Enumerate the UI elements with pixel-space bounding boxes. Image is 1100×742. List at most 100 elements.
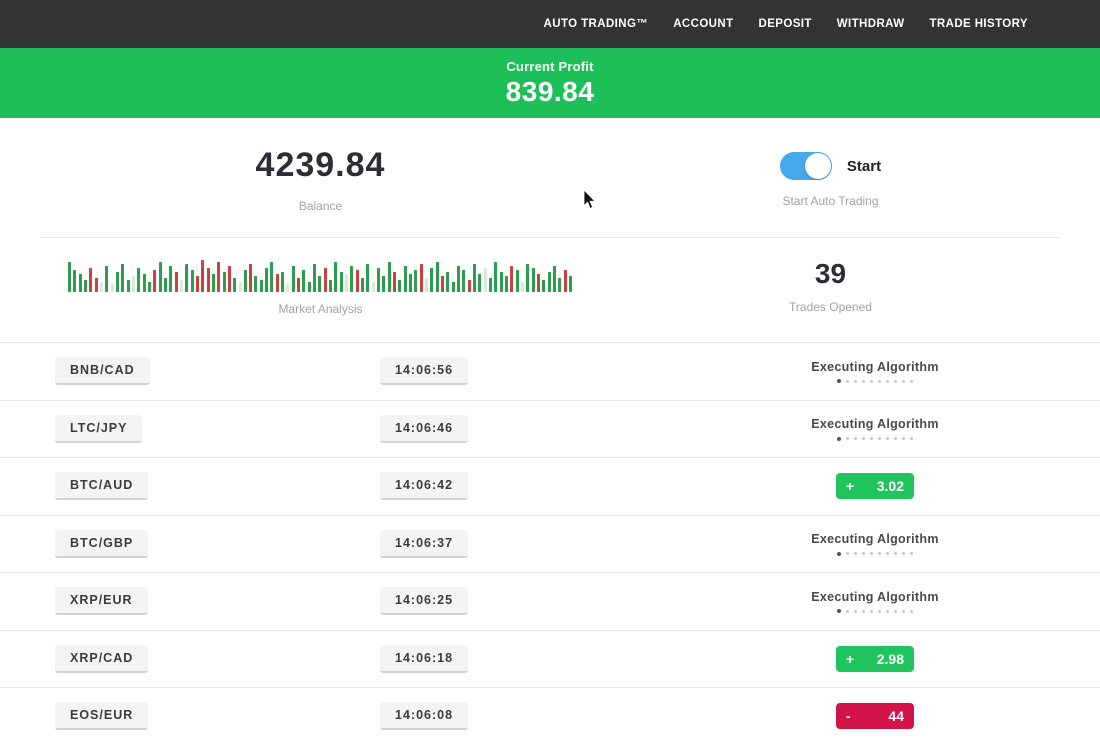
market-bar	[510, 266, 514, 292]
progress-dot	[902, 437, 905, 440]
time-chip[interactable]: 14:06:18	[380, 644, 469, 673]
trade-row: XRP/CAD 14:06:18 +2.98	[0, 631, 1100, 688]
market-bar	[115, 272, 119, 292]
market-bar	[105, 266, 109, 292]
market-bar	[558, 278, 562, 292]
market-bar	[387, 262, 391, 292]
market-bar	[190, 270, 194, 292]
market-bar	[195, 276, 199, 292]
progress-dot	[862, 609, 865, 613]
progress-dot	[870, 379, 873, 383]
market-bar	[99, 282, 103, 292]
time-chip[interactable]: 14:06:08	[380, 702, 469, 731]
market-bar	[174, 272, 178, 292]
trade-row: XRP/EUR 14:06:25 Executing Algorithm	[0, 573, 1100, 631]
market-bar	[265, 268, 269, 292]
top-nav: AUTO TRADING™ ACCOUNT DEPOSIT WITHDRAW TRADE…	[0, 0, 1100, 48]
progress-dot	[862, 379, 865, 383]
result-sign: -	[846, 708, 851, 725]
market-bar	[563, 270, 567, 292]
market-bar	[254, 276, 258, 292]
market-bar	[163, 278, 167, 292]
market-analysis-chart	[68, 256, 573, 292]
progress-dot	[894, 552, 897, 555]
progress-dot	[910, 552, 913, 555]
trades-list: BNB/CAD 14:06:56 Executing Algorithm LTC/JP…	[0, 342, 1100, 742]
market-bar	[504, 276, 508, 292]
market-bar	[531, 268, 535, 292]
nav-item-account[interactable]: ACCOUNT	[673, 18, 734, 30]
market-bar	[78, 274, 82, 292]
progress-dots	[811, 609, 938, 613]
market-bar	[259, 280, 263, 292]
progress-dot	[846, 379, 849, 383]
time-chip[interactable]: 14:06:42	[380, 472, 469, 501]
market-bar	[499, 272, 503, 292]
executing-status: Executing Algorithm	[811, 532, 938, 556]
progress-dot	[902, 609, 905, 613]
pair-chip[interactable]: LTC/JPY	[55, 414, 143, 443]
progress-dot	[910, 437, 913, 440]
pair-chip[interactable]: BTC/AUD	[55, 472, 149, 501]
result-value: 3.02	[876, 478, 904, 495]
market-bar	[424, 278, 428, 292]
market-bar	[478, 274, 482, 292]
pair-chip[interactable]: EOS/EUR	[55, 702, 149, 731]
market-bar	[323, 268, 327, 292]
market-bar	[520, 282, 524, 292]
time-chip[interactable]: 14:06:25	[380, 587, 469, 616]
result-sign: +	[846, 650, 855, 667]
market-bar	[345, 274, 349, 292]
profit-badge: +3.02	[836, 473, 914, 500]
current-profit-banner: Current Profit 839.84	[0, 48, 1100, 118]
pair-chip[interactable]: BNB/CAD	[55, 357, 150, 386]
market-bar	[147, 282, 151, 292]
market-bar	[142, 274, 146, 292]
market-bar	[318, 276, 322, 292]
market-analysis-label: Market Analysis	[278, 302, 363, 316]
market-bar	[568, 276, 572, 292]
progress-dot	[854, 379, 857, 383]
market-bar	[307, 282, 311, 292]
market-bar	[456, 266, 460, 292]
pair-chip[interactable]: XRP/EUR	[55, 587, 148, 616]
time-chip[interactable]: 14:06:56	[380, 357, 469, 386]
market-bar	[355, 270, 359, 292]
progress-dot	[862, 437, 865, 440]
market-bar	[361, 278, 365, 292]
market-bar	[446, 272, 450, 292]
market-bar	[169, 266, 173, 292]
market-bar	[313, 264, 317, 292]
market-bar	[472, 264, 476, 292]
market-bar	[286, 284, 290, 292]
pair-chip[interactable]: BTC/GBP	[55, 529, 149, 558]
executing-label: Executing Algorithm	[811, 532, 939, 546]
market-bar	[542, 280, 546, 292]
trades-opened-value: 39	[814, 258, 847, 289]
pair-chip[interactable]: XRP/CAD	[55, 644, 149, 673]
trade-row: EOS/EUR 14:06:08 - 44	[0, 688, 1100, 742]
market-bar	[217, 262, 221, 292]
time-chip[interactable]: 14:06:37	[380, 529, 469, 558]
time-chip[interactable]: 14:06:46	[380, 414, 469, 443]
market-bar	[467, 280, 471, 292]
market-bar	[201, 260, 205, 292]
nav-item-auto-trading[interactable]: AUTO TRADING™	[543, 18, 649, 30]
auto-trading-toggle[interactable]	[779, 152, 832, 180]
nav-item-withdraw[interactable]: WITHDRAW	[836, 18, 905, 30]
market-bar	[339, 272, 343, 292]
balance-block: 4239.84 Balance	[40, 146, 601, 237]
market-bar	[68, 262, 71, 292]
progress-dot	[886, 609, 889, 613]
market-bar	[121, 264, 125, 292]
progress-dot	[910, 609, 913, 613]
loss-badge: - 44	[836, 703, 914, 730]
nav-item-deposit[interactable]: DEPOSIT	[758, 18, 812, 30]
progress-dot	[837, 379, 841, 383]
nav-item-trade-history[interactable]: TRADE HISTORY	[929, 18, 1028, 30]
market-bar	[451, 282, 455, 292]
market-bar	[419, 264, 423, 292]
progress-dot	[878, 379, 881, 383]
market-bar	[94, 278, 98, 292]
market-bar	[270, 262, 274, 292]
